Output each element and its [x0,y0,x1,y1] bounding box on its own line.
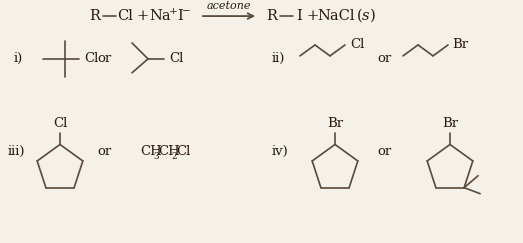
Text: acetone: acetone [207,1,251,11]
Text: Br: Br [327,117,343,130]
Text: iii): iii) [8,145,26,158]
Text: R: R [267,9,277,23]
Text: i): i) [14,52,23,65]
Text: 3: 3 [153,152,158,161]
Text: NaCl: NaCl [317,9,355,23]
Text: Br: Br [442,117,458,130]
Text: s: s [362,9,370,23]
Text: CH: CH [140,145,162,158]
Text: or: or [97,145,111,158]
Text: Br: Br [452,38,468,52]
Text: ): ) [370,9,376,23]
Text: −: − [181,7,190,16]
Text: Cl: Cl [350,38,364,52]
Text: or: or [97,52,111,65]
Text: I: I [177,9,183,23]
Text: Cl: Cl [53,117,67,130]
Text: Cl: Cl [176,145,190,158]
Text: or: or [378,52,392,65]
Text: 2: 2 [171,152,177,161]
Text: Cl: Cl [169,52,183,65]
Text: ii): ii) [272,52,286,65]
Text: (: ( [357,9,363,23]
Text: I: I [296,9,302,23]
Text: Cl: Cl [117,9,133,23]
Text: iv): iv) [272,145,289,158]
Text: CH: CH [158,145,180,158]
Text: +: + [168,7,177,16]
Text: R: R [89,9,100,23]
Text: Cl: Cl [84,52,98,65]
Text: +: + [137,9,149,23]
Text: or: or [378,145,392,158]
Text: Na: Na [149,9,171,23]
Text: +: + [307,9,319,23]
